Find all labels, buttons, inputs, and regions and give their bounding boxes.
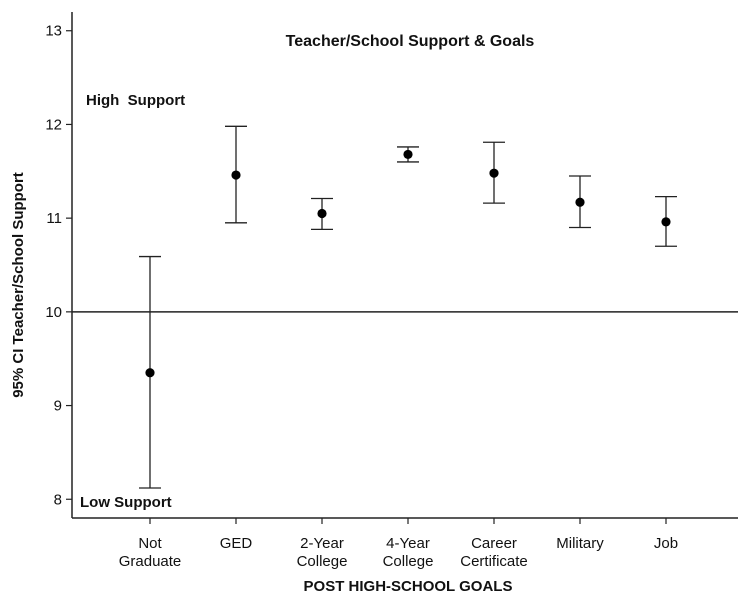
plot-frame xyxy=(71,12,738,519)
x-tick-label: Career xyxy=(471,535,517,552)
chart-title: Teacher/School Support & Goals xyxy=(286,33,535,50)
x-tick-label: GED xyxy=(220,535,253,552)
mean-point xyxy=(231,170,241,180)
x-axis-title: POST HIGH-SCHOOL GOALS xyxy=(304,578,513,595)
mean-point xyxy=(403,149,413,160)
y-tick-label: 13 xyxy=(45,23,62,40)
high-support-label: High Support xyxy=(86,92,185,109)
x-tick-label: Graduate xyxy=(119,553,182,570)
mean-point xyxy=(145,368,155,378)
mean-point xyxy=(317,208,327,219)
x-tick-label: Not xyxy=(138,535,162,552)
y-axis-title: 95% CI Teacher/School Support xyxy=(10,172,27,398)
error-bars xyxy=(139,125,677,489)
mean-point xyxy=(489,168,499,178)
y-tick-label: 12 xyxy=(45,116,62,133)
mean-points xyxy=(145,149,671,378)
y-tick-label: 9 xyxy=(54,398,62,415)
y-axis: 8 9 10 11 12 13 xyxy=(45,23,72,508)
mean-point xyxy=(575,197,585,207)
mean-point xyxy=(661,217,671,227)
x-tick-label: College xyxy=(383,553,434,570)
y-tick-label: 10 xyxy=(45,304,62,321)
x-tick-label: College xyxy=(297,553,348,570)
y-tick-label: 8 xyxy=(54,491,62,508)
x-tick-label: Military xyxy=(556,535,604,552)
low-support-label: Low Support xyxy=(80,494,172,511)
x-tick-label: Certificate xyxy=(460,553,528,570)
x-tick-label: Job xyxy=(654,535,678,552)
x-tick-label: 4-Year xyxy=(386,535,430,552)
y-tick-label: 11 xyxy=(46,210,62,227)
x-tick-label: 2-Year xyxy=(300,535,344,552)
